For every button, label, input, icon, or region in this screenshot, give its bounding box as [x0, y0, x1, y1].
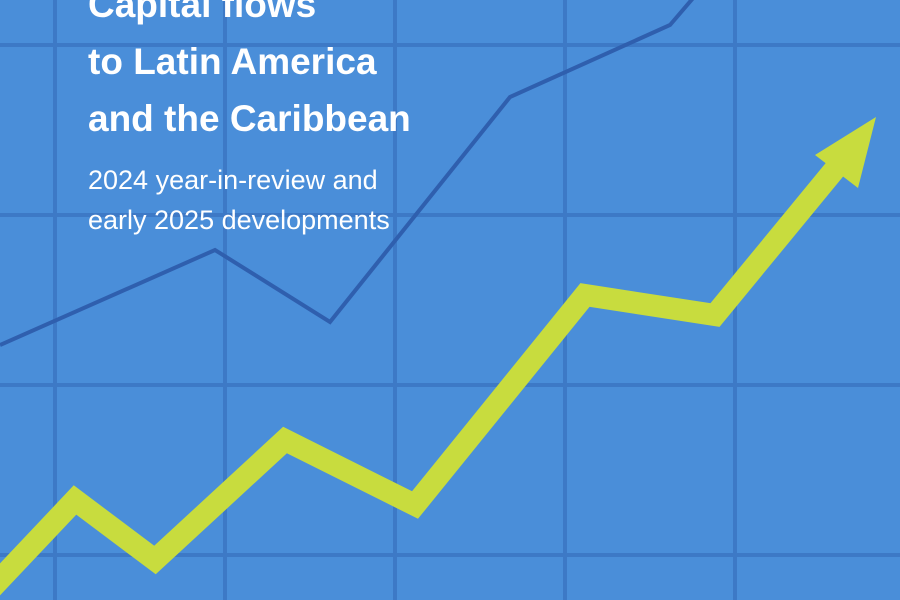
- title-line: Capital flows: [88, 0, 316, 25]
- title-line: to Latin America: [88, 41, 377, 82]
- subtitle-line: 2024 year-in-review and: [88, 165, 378, 195]
- trend-line: [0, 156, 849, 596]
- arrow-head: [815, 117, 876, 188]
- title-line: and the Caribbean: [88, 98, 411, 139]
- background-line: [0, 0, 695, 347]
- subtitle-line: early 2025 developments: [88, 205, 390, 235]
